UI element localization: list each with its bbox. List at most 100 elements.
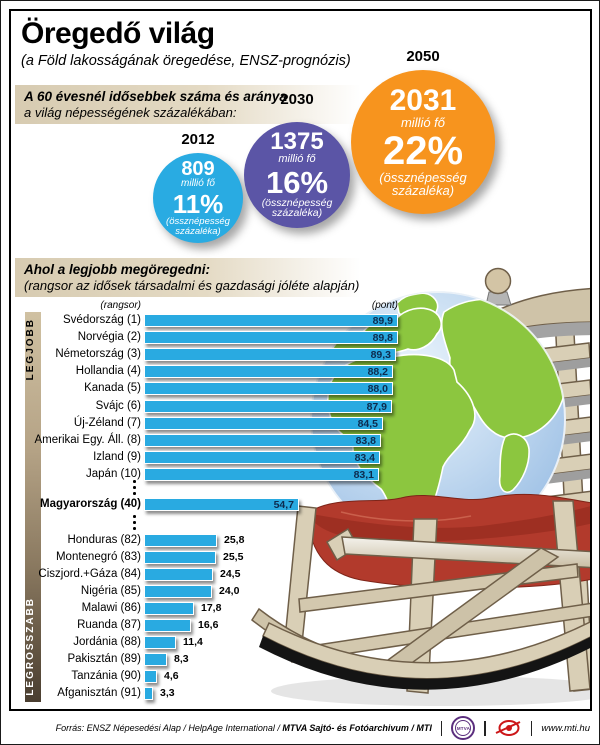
bar-value: 89,3 [370,349,391,361]
mtva-logo-text: MTVA [455,720,472,736]
bar-value: 84,5 [357,418,378,430]
row-label: Svédország (1) [63,314,141,326]
source-normal: Forrás: ENSZ Népesedési Alap / HelpAge I… [55,723,283,733]
bar-value: 25,5 [223,551,244,563]
website-url: www.mti.hu [541,722,590,734]
bubble-value: 2031 [389,84,457,117]
page-title: Öregedő világ [21,17,215,50]
row-label: Pakisztán (89) [67,653,141,665]
row-label: Németország (3) [55,348,141,360]
bar-value: 89,9 [372,315,393,327]
intro-line1: A 60 évesnél idősebbek száma és aránya [24,89,287,104]
divider [440,720,443,736]
bar: 89,3 [144,348,396,361]
bar-value: 11,4 [183,636,203,648]
row-label: Ruanda (87) [77,619,141,631]
bar-value: 24,5 [220,568,241,580]
intro-line2: a világ népességének százalékában: [24,104,237,120]
row-label: Új-Zéland (7) [73,417,141,429]
footer: Forrás: ENSZ Népesedési Alap / HelpAge I… [9,714,592,742]
bubble-note: (össznépesség százaléka) [166,215,230,237]
bar [144,670,157,683]
mtva-logo-icon: MTVA [451,716,476,740]
rocking-chair-globe-illustration [251,267,590,706]
bar-value: 54,7 [273,499,294,511]
bar [144,619,191,632]
ellipsis-dots [133,480,136,498]
bar [144,568,213,581]
bar-value: 25,8 [224,534,245,546]
bar-value: 87,9 [366,401,387,413]
row-label: Magyarország (40) [40,498,141,510]
ranking-header-box: Ahol a legjobb megöregedni: (rangsor az … [15,258,361,298]
chair-knob [484,267,512,306]
bar [144,585,212,598]
bar: 83,1 [144,468,379,481]
bubble-value: 809 [181,157,215,180]
bubble-2030: 1375 millió fő 16% (össznépesség százaléka) [244,122,350,228]
bar-value: 24,0 [219,585,240,597]
row-label: Montenegró (83) [55,551,141,563]
bar-value: 83,1 [353,469,374,481]
bar-value: 83,4 [354,452,375,464]
bar: 88,0 [144,382,393,395]
bubble-2050: 2031 millió fő 22% (össznépesség százaléka) [351,70,495,214]
row-label: Hollandia (4) [75,365,141,377]
bar: 84,5 [144,417,383,430]
bar [144,551,216,564]
chair-front [251,500,590,694]
illustration-area [11,11,590,709]
bubble-note: (össznépesség százaléka) [261,196,333,220]
row-label: Malawi (86) [81,602,141,614]
row-label: Kanada (5) [84,382,141,394]
row-label: Izland (9) [93,451,141,463]
bar: 88,2 [144,365,393,378]
row-label: Amerikai Egy. Áll. (8) [34,434,141,446]
divider [530,720,533,736]
bar-value: 16,6 [198,619,219,631]
ground-shadow [271,676,590,706]
row-label: Jordánia (88) [73,636,141,648]
bar-value: 4,6 [164,670,179,682]
bar-value: 88,0 [367,383,388,395]
ranking-header-line1: Ahol a legjobb megöregedni: [24,262,211,277]
bubble-percent: 22% [382,128,464,173]
bar: 89,8 [144,331,398,344]
bubble-value: 1375 [270,127,324,155]
row-label: Norvégia (2) [77,331,141,343]
side-gradient-strip: LEGJOBB LEGROSSZABB [25,312,41,702]
row-label: Nigéria (85) [80,585,141,597]
ellipsis-dots [133,515,136,533]
row-label: Svájc (6) [95,400,141,412]
bar [144,636,176,649]
bar [144,653,167,666]
divider [484,720,486,736]
bubble-unit: millió fő [400,114,446,130]
row-label: Afganisztán (91) [57,687,141,699]
bubble-note: (össznépesség százaléka) [379,169,467,198]
bubble-percent: 11% [172,188,224,219]
bubble-year-label: 2030 [280,91,314,108]
bubble-year-label: 2012 [181,131,215,148]
bar: 83,8 [144,434,381,447]
mti-logo-icon [495,720,521,736]
bar [144,687,153,700]
row-label: Tanzánia (90) [71,670,141,682]
source-text: Forrás: ENSZ Népesedési Alap / HelpAge I… [56,723,432,733]
bubble-year-label: 2050 [406,48,440,65]
bar: 89,9 [144,314,398,327]
page-subtitle: (a Föld lakosságának öregedése, ENSZ-pro… [21,53,351,69]
bar-value: 17,8 [201,602,222,614]
row-label: Ciszjord.+Gáza (84) [38,568,141,580]
bar: 87,9 [144,400,392,413]
bubble-percent: 16% [265,164,329,200]
row-label: Honduras (82) [67,534,141,546]
bar [144,602,194,615]
bar-value: 8,3 [174,653,189,665]
intro-box: A 60 évesnél idősebbek száma és aránya a… [15,85,361,125]
bar-value: 89,8 [372,332,393,344]
column-header-rank: (rangsor) [100,300,141,311]
bubble-2012: 809 millió fő 11% (össznépesség százaléka) [153,153,243,243]
source-bold: MTVA Sajtó- és Fotóarchivum / MTI [282,723,432,733]
